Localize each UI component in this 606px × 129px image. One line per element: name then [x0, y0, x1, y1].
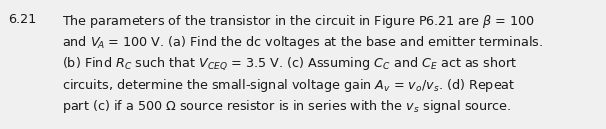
Text: (b) Find $R_C$ such that $V_{CEQ}$ = 3.5 V. (c) Assuming $C_C$ and $C_E$ act as : (b) Find $R_C$ such that $V_{CEQ}$ = 3.5… [62, 56, 517, 72]
Text: circuits, determine the small-signal voltage gain $A_{v}$ = $v_o$/$v_s$. (d) Rep: circuits, determine the small-signal vol… [62, 77, 515, 94]
Text: and $V_{\!A}$ = 100 V. (a) Find the dc voltages at the base and emitter terminal: and $V_{\!A}$ = 100 V. (a) Find the dc v… [62, 34, 544, 51]
Text: 6.21: 6.21 [8, 13, 36, 26]
Text: part (c) if a 500 $\Omega$ source resistor is in series with the $v_s$ signal so: part (c) if a 500 $\Omega$ source resist… [62, 98, 511, 115]
Text: The parameters of the transistor in the circuit in Figure P6.21 are $\beta$ = 10: The parameters of the transistor in the … [62, 13, 535, 30]
